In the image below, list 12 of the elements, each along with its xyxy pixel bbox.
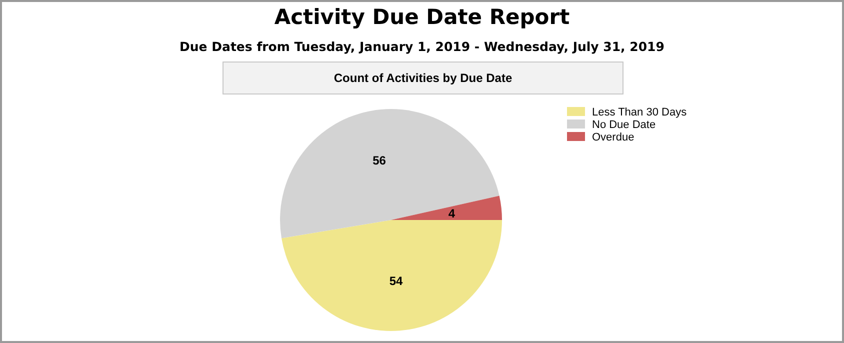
chart-title: Activity Due Date Report — [274, 5, 570, 29]
legend-label: Less Than 30 Days — [592, 106, 688, 118]
chart-subtitle: Due Dates from Tuesday, January 1, 2019 - Wednesday, July 31, 2019 — [180, 39, 664, 54]
legend-label: No Due Date — [592, 119, 656, 131]
legend-label: Overdue — [592, 132, 634, 144]
data-label: 56 — [372, 153, 386, 168]
data-label: 54 — [389, 274, 404, 288]
pie-slice — [282, 220, 502, 331]
pie-slice — [280, 109, 500, 238]
data-label: 4 — [448, 206, 456, 220]
text: Count of Activities by Due Date — [334, 71, 512, 85]
pie-slice — [391, 196, 502, 220]
